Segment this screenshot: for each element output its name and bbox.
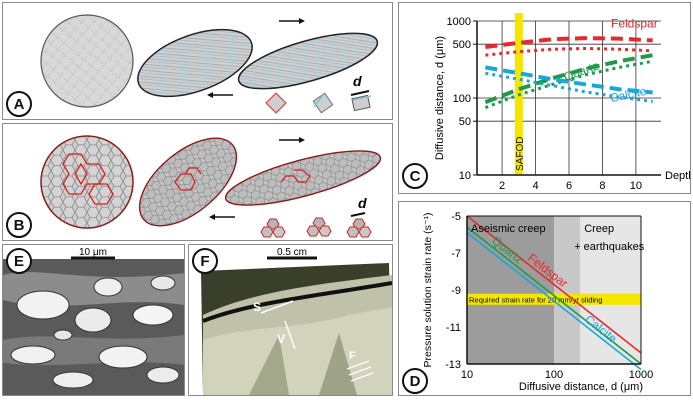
panel-b-figure: d: [40, 135, 382, 238]
panel-f-photo: S V F 0.5 cm: [189, 245, 393, 395]
series-feldspar-dashed: [485, 36, 653, 49]
region-transition: [554, 216, 581, 364]
panel-a: d A: [2, 2, 393, 120]
x-axis-label-d: Diffusive distance, d (μm): [519, 381, 643, 393]
series-calcite: [466, 232, 642, 371]
chart-c: SAFOD 10 50 100 500 1000 2 4 6 8 10 Depth (km) Diffu…: [434, 13, 693, 192]
shear-arrow-top: [279, 18, 305, 24]
y-tick-label-d-7: -7: [451, 248, 461, 260]
highlighted-grains-ellipse-2: [280, 169, 311, 183]
grain-size-label-a: d: [353, 73, 362, 89]
deformed-aggregate-ellipse-2: [224, 150, 382, 206]
panel-letter-f: F: [192, 248, 218, 274]
panel-letter-e: E: [6, 248, 32, 274]
series-feldspar-dotted: [485, 46, 653, 57]
series-quartz-dotted: [484, 59, 653, 110]
shear-arrow-bottom: [207, 92, 233, 98]
series-calcite-dotted: [485, 71, 653, 104]
x-tick-label-10: 10: [630, 180, 642, 192]
x-tick-label-4: 4: [532, 180, 538, 192]
scale-label-f: 0.5 cm: [277, 247, 307, 258]
v-vein-line: [284, 320, 296, 350]
y-tick-label-d-13: -13: [445, 359, 461, 371]
panel-letter-c: C: [402, 163, 428, 189]
series-calcite-dashed: [485, 65, 653, 95]
grain-square-3: [350, 90, 372, 112]
label-v: V: [277, 332, 285, 346]
deformed-grain-ellipse-1: [137, 28, 253, 98]
undeformed-grain-circle: [40, 14, 134, 108]
grain-square-1: [265, 92, 287, 114]
shear-arrow-top-b: [279, 137, 305, 143]
hex-cluster-3: [346, 212, 372, 238]
series-quartz-dashed: [484, 53, 653, 105]
deformed-grain-ellipse-2: [237, 32, 379, 90]
series-quartz: [466, 226, 642, 365]
panel-d: Required strain rate for 20 mm/yr slidin…: [398, 201, 691, 396]
y-axis-label-d: Pressure solution strain rate (s⁻¹): [422, 213, 434, 368]
panel-b: d B: [2, 123, 393, 241]
panel-a-figure: d: [40, 14, 379, 114]
series-label-feldspar: Feldspar: [611, 17, 658, 31]
shear-arrow-bottom-b: [209, 214, 235, 220]
undeformed-aggregate-circle: [40, 135, 134, 229]
y-tick-label-d-9: -9: [451, 285, 461, 297]
panel-letter-b: B: [6, 212, 32, 238]
y-tick-label-100: 100: [453, 93, 471, 105]
panel-c: SAFOD 10 50 100 500 1000 2 4 6 8 10 Depth (km) Diffu…: [398, 2, 693, 194]
y-tick-label-d-11: -11: [446, 322, 461, 334]
y-tick-label-50: 50: [459, 116, 471, 128]
panel-letter-d: D: [402, 368, 428, 394]
hex-cluster-2: [306, 217, 332, 237]
panel-e-micrograph: 10 μm: [3, 245, 184, 395]
x-tick-label-8: 8: [599, 180, 605, 192]
x-tick-label-d-1000: 1000: [629, 369, 653, 381]
x-tick-label-6: 6: [566, 180, 572, 192]
x-tick-label-2: 2: [499, 180, 505, 192]
highlighted-grains-ellipse-1: [174, 167, 202, 191]
x-tick-label-d-10: 10: [461, 369, 473, 381]
required-strain-rate-band: [467, 293, 641, 305]
panel-e: 10 μm E: [2, 244, 185, 396]
grain-size-label-b: d: [358, 195, 367, 211]
highlighted-grains-circle: [62, 153, 114, 205]
chart-d: Required strain rate for 20 mm/yr slidin…: [422, 211, 653, 393]
safod-label: SAFOD: [515, 137, 526, 171]
required-strain-rate-label: Required strain rate for 20 mm/yr slidin…: [469, 295, 602, 304]
scale-label-e: 10 μm: [79, 247, 107, 258]
y-tick-label-10: 10: [459, 170, 471, 182]
region-label-aseismic: Aseismic creep: [471, 223, 546, 235]
panel-f: S V F 0.5 cm F: [188, 244, 393, 396]
y-axis-label: Diffusive distance, d (μm): [434, 36, 446, 160]
y-tick-label-500: 500: [453, 39, 471, 51]
region-label-creep: Creep: [584, 223, 614, 235]
series-feldspar: [466, 215, 642, 354]
y-tick-label-1000: 1000: [447, 16, 471, 28]
hex-cluster-1: [260, 218, 286, 238]
deformed-aggregate-ellipse-1: [138, 137, 238, 227]
x-axis-label: Depth (km): [665, 170, 690, 182]
grain-square-2: [312, 92, 334, 114]
label-f: F: [349, 350, 356, 362]
panel-letter-a: A: [6, 91, 32, 117]
y-tick-label-d-5: -5: [451, 211, 461, 223]
series-label-quartz: Quartz: [562, 59, 601, 84]
s-foliation-line: [260, 300, 294, 314]
x-tick-label-d-100: 100: [545, 369, 563, 381]
region-label-earthquakes: + earthquakes: [574, 241, 645, 253]
label-s: S: [253, 300, 261, 314]
